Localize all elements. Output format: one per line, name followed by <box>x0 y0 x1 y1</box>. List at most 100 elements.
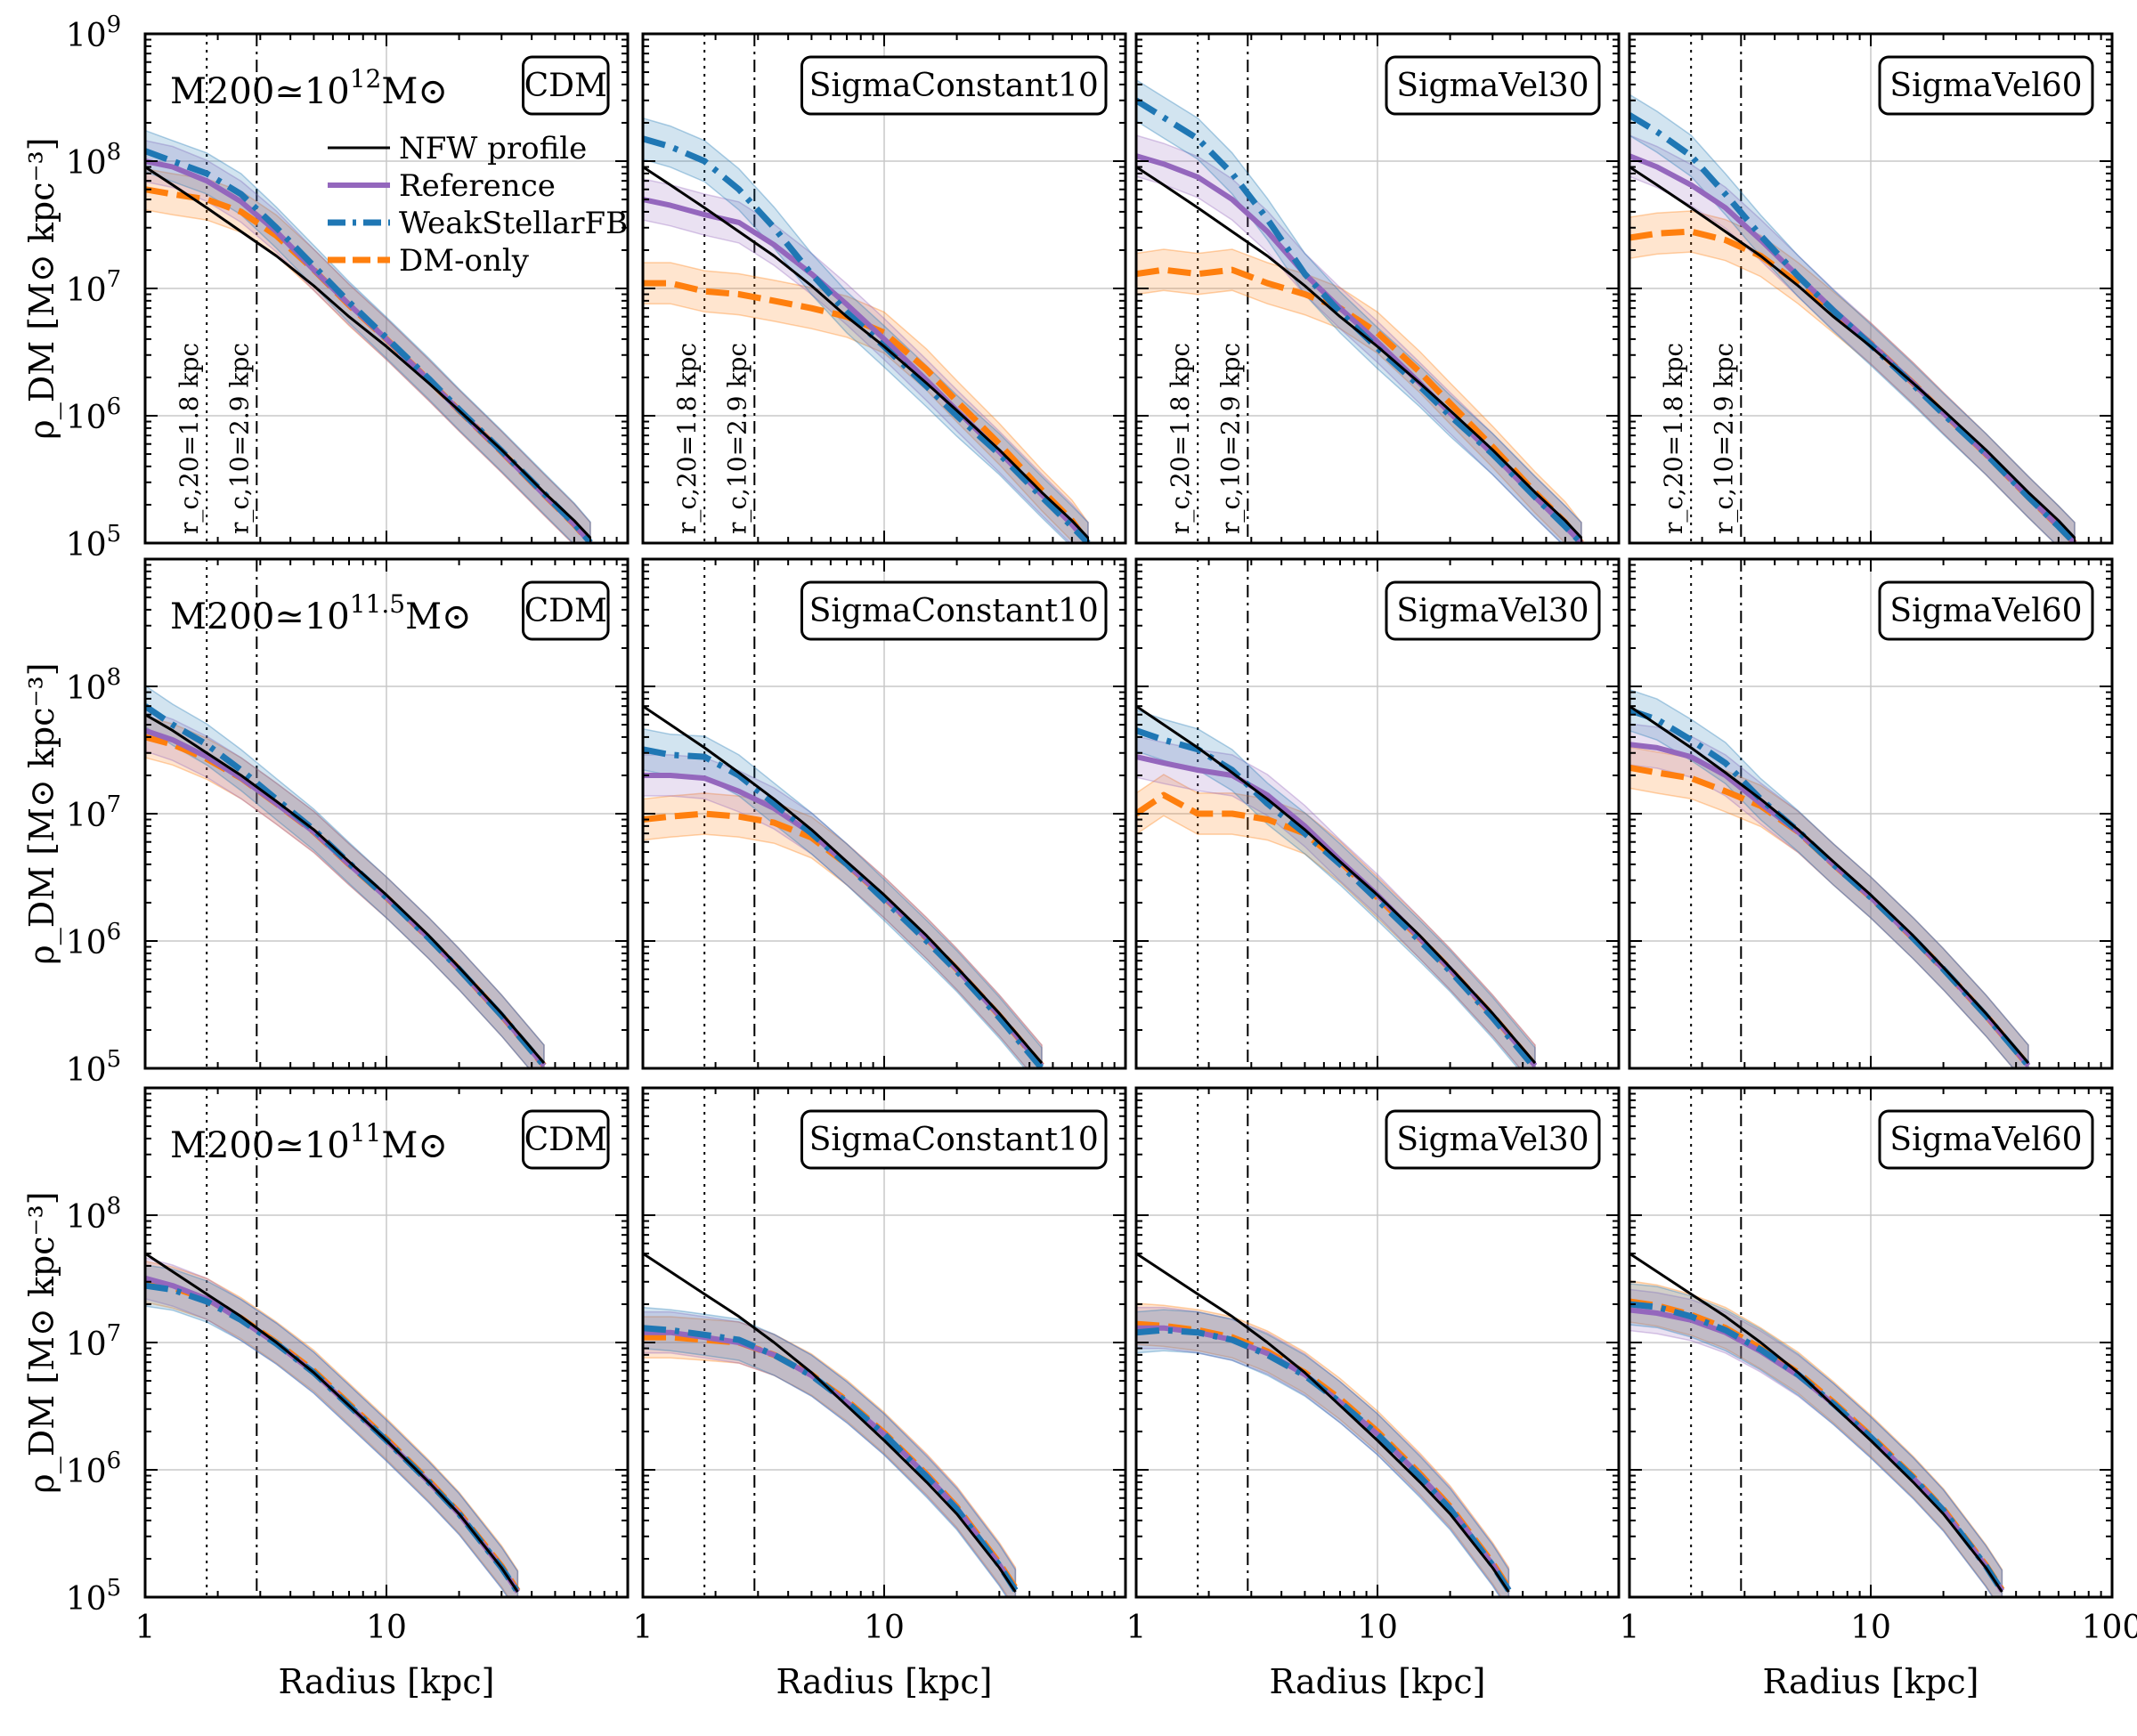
y-tick-label: 108 <box>66 139 121 182</box>
y-axis-title: ρ_DM [M⊙ kpc⁻³] <box>22 137 62 439</box>
model-label-box <box>800 55 1108 116</box>
model-label-box <box>800 580 1108 641</box>
series-line-weak <box>643 746 1044 1068</box>
band-reference <box>1629 134 2076 543</box>
band-weak <box>145 1264 519 1597</box>
legend-label-dmo: DM-only <box>399 243 530 279</box>
y-tick-label: 107 <box>66 266 121 309</box>
vline-label: r_c,20=1.8 kpc <box>1166 343 1195 534</box>
y-axis-title: ρ_DM [M⊙ kpc⁻³] <box>22 662 62 964</box>
series-line-nfw <box>1629 166 2076 539</box>
series-line-nfw <box>1136 166 1583 539</box>
series-line-reference <box>1629 1307 2004 1593</box>
model-label: SigmaVel30 <box>1396 1122 1589 1158</box>
series-line-reference <box>145 1275 520 1594</box>
band-dmo <box>1136 248 1582 543</box>
panel-1-3: SigmaVel60 <box>1628 557 2114 1070</box>
series-line-nfw <box>643 1252 1017 1593</box>
series-line-nfw <box>643 166 1090 539</box>
series-line-dmo <box>145 1278 521 1593</box>
y-tick-label: 105 <box>66 521 121 564</box>
vline-label: r_c,10=2.9 kpc <box>1215 343 1245 534</box>
band-reference <box>1136 134 1582 543</box>
band-dmo <box>1136 1302 1510 1597</box>
band-dmo <box>145 1260 519 1597</box>
model-label: SigmaVel30 <box>1396 68 1589 104</box>
panel-0-3: r_c,20=1.8 kpc r_c,10=2.9 kpc SigmaVel60 <box>1628 32 2114 545</box>
mass-label: M200≃1011.5M⊙ <box>170 589 472 637</box>
band-reference <box>643 1310 1017 1597</box>
y-axis-title: ρ_DM [M⊙ kpc⁻³] <box>22 1191 62 1493</box>
band-reference <box>1629 723 2029 1068</box>
x-tick-label: 10 <box>1850 1610 1891 1646</box>
model-label: SigmaConstant10 <box>809 1122 1099 1158</box>
y-tick-label: 105 <box>66 1046 121 1089</box>
x-axis-title: Radius [kpc] <box>1763 1662 1979 1701</box>
x-tick-label: 10 <box>1357 1610 1398 1646</box>
x-axis-title: Radius [kpc] <box>1270 1662 1486 1701</box>
x-tick-label: 1 <box>1126 1610 1147 1646</box>
band-weak <box>1629 688 2029 1068</box>
band-reference <box>1629 1288 2003 1597</box>
panel-frame <box>1134 32 1621 545</box>
legend-label-nfw: NFW profile <box>399 131 587 166</box>
model-label: SigmaConstant10 <box>809 68 1099 104</box>
model-label: CDM <box>524 593 607 629</box>
band-weak <box>1136 709 1536 1068</box>
y-tick-label: 106 <box>66 919 121 961</box>
x-axis-title: Radius [kpc] <box>279 1662 495 1701</box>
band-reference <box>145 140 591 543</box>
model-label: SigmaVel60 <box>1889 68 2082 104</box>
band-weak <box>643 117 1089 543</box>
x-tick-label: 1 <box>1620 1610 1640 1646</box>
panel-frame <box>641 557 1127 1070</box>
band-weak <box>643 1306 1017 1597</box>
mass-label: M200≃1011M⊙ <box>170 1118 448 1166</box>
model-label: SigmaVel60 <box>1889 593 2082 629</box>
model-label-box <box>522 55 610 116</box>
panel-frame <box>1628 32 2114 545</box>
panel-0-2: r_c,20=1.8 kpc r_c,10=2.9 kpc SigmaVel30 <box>1134 32 1621 545</box>
x-tick-label: 100 <box>2082 1610 2137 1646</box>
band-weak <box>145 129 591 543</box>
model-label-box <box>522 580 610 641</box>
series-line-nfw <box>1136 704 1537 1065</box>
series-line-weak <box>145 1282 521 1594</box>
series-line-nfw <box>145 1252 519 1593</box>
series-line-nfw <box>1136 1252 1510 1593</box>
panel-frame <box>641 1086 1127 1599</box>
model-label-box <box>1385 580 1601 641</box>
vline-label: r_c,10=2.9 kpc <box>722 343 752 534</box>
model-label: SigmaConstant10 <box>809 593 1099 629</box>
model-label-box <box>1878 1109 2094 1170</box>
y-tick-label: 108 <box>66 664 121 707</box>
x-tick-label: 1 <box>135 1610 156 1646</box>
series-line-dmo <box>1629 764 2031 1068</box>
band-reference <box>643 754 1043 1068</box>
band-dmo <box>643 1316 1017 1597</box>
band-reference <box>1136 735 1536 1068</box>
series-line-nfw <box>145 166 592 539</box>
model-label-box <box>522 1109 610 1170</box>
band-weak <box>145 685 545 1068</box>
mass-label: M200≃1012M⊙ <box>170 64 448 112</box>
model-label-box <box>1385 55 1601 116</box>
legend-label-reference: Reference <box>399 168 556 204</box>
band-weak <box>1136 1309 1510 1597</box>
panel-frame <box>143 1086 630 1599</box>
model-label-box <box>1878 580 2094 641</box>
series-line-weak <box>643 135 1091 543</box>
series-line-nfw <box>1629 704 2030 1065</box>
panel-1-2: SigmaVel30 <box>1134 557 1621 1070</box>
model-label-box <box>800 1109 1108 1170</box>
band-dmo <box>1136 774 1536 1068</box>
panel-2-1: SigmaConstant10 1 10 Radius [kpc] <box>633 1086 1127 1701</box>
model-label: SigmaVel30 <box>1396 593 1589 629</box>
band-dmo <box>1629 210 2076 543</box>
panel-0-1: r_c,20=1.8 kpc r_c,10=2.9 kpc SigmaConstan… <box>641 32 1127 545</box>
panel-frame <box>1134 557 1621 1070</box>
band-reference <box>643 178 1089 543</box>
